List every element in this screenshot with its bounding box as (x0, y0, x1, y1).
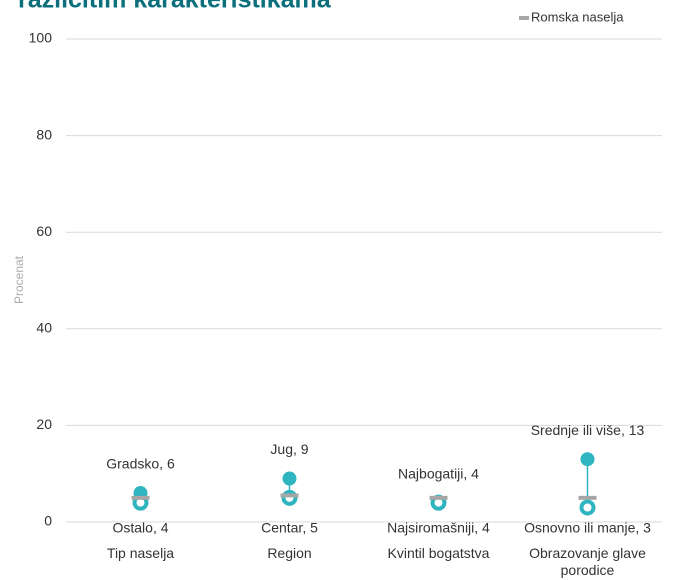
legend-label: Romska naselja (531, 9, 624, 24)
low-label: Osnovno ili manje, 3 (524, 520, 651, 536)
high-label: Najbogatiji, 4 (398, 465, 479, 481)
reference-mark (280, 493, 299, 498)
high-dot (580, 452, 595, 467)
high-label: Jug, 9 (270, 441, 308, 457)
reference-mark (578, 495, 597, 500)
x-tick-label: Region (267, 545, 312, 561)
x-tick-label: Obrazovanje glave porodice (529, 545, 646, 578)
high-label: Gradsko, 6 (106, 456, 175, 472)
y-tick-label: 100 (29, 30, 53, 46)
y-tick-label: 80 (36, 126, 52, 142)
reference-mark (429, 495, 448, 500)
high-label: Srednje ili više, 13 (531, 422, 645, 438)
chart-title: različitim karakteristikama (18, 0, 332, 14)
y-tick-label: 60 (36, 223, 52, 239)
low-label: Centar, 5 (261, 520, 318, 536)
low-dot (579, 499, 596, 516)
y-tick-label: 40 (36, 320, 52, 336)
reference-mark (131, 495, 150, 500)
y-axis-label: Procenat (12, 255, 26, 304)
low-label: Ostalo, 4 (112, 520, 168, 536)
y-tick-label: 0 (44, 513, 52, 529)
x-tick-label: Kvintil bogatstva (387, 545, 490, 561)
low-label: Najsiromašniji, 4 (387, 520, 490, 536)
x-tick-label: Tip naselja (106, 545, 175, 561)
y-tick-label: 20 (36, 416, 52, 432)
legend-swatch (519, 16, 529, 20)
high-dot (282, 471, 297, 486)
